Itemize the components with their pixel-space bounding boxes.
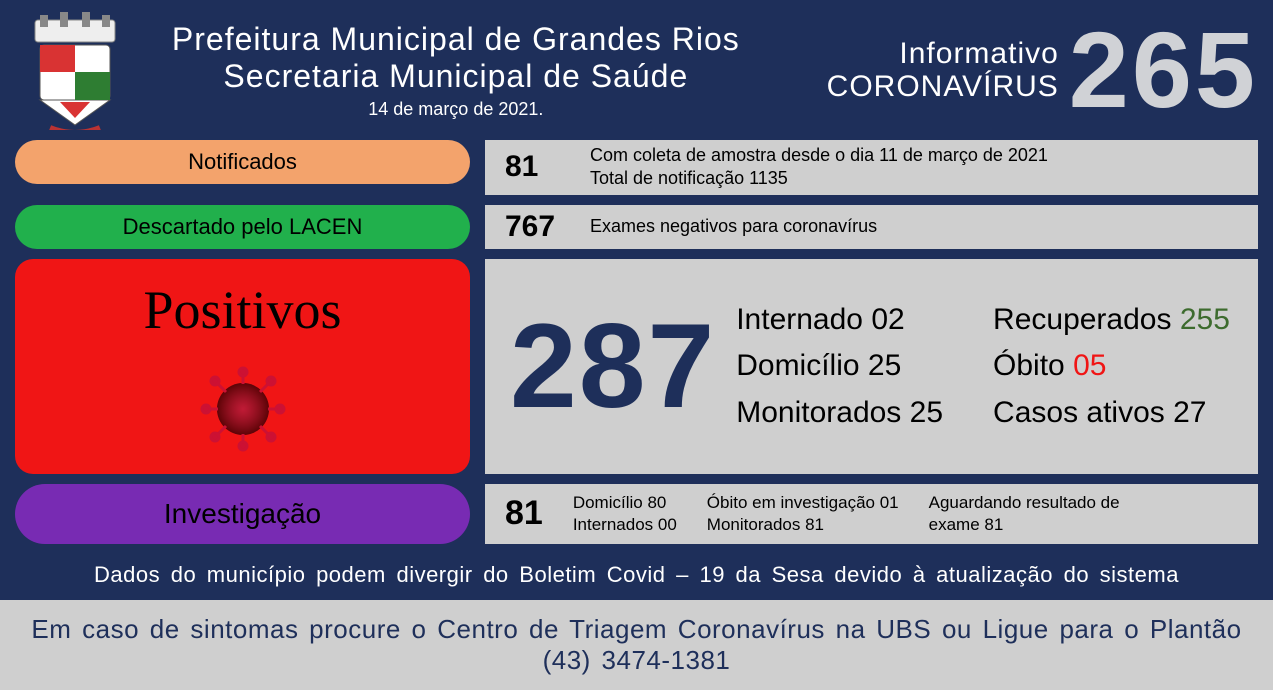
domicilio-line: Domicílio 25 — [736, 343, 943, 390]
positivos-col1: Internado 02 Domicílio 25 Monitorados 25 — [736, 297, 943, 437]
inv-domicilio: Domicílio 80 — [573, 492, 677, 514]
info-line2: CORONAVÍRUS — [827, 70, 1059, 103]
inv-internados: Internados 00 — [573, 514, 677, 536]
row-positivos: Positivos — [15, 259, 1258, 474]
investigacao-count: 81 — [505, 494, 543, 533]
notificados-count: 81 — [505, 150, 565, 184]
descartado-count: 767 — [505, 210, 565, 244]
positivos-block: Positivos — [15, 259, 470, 474]
inv-monitorados: Monitorados 81 — [707, 514, 899, 536]
inv-aguardando2: exame 81 — [929, 514, 1120, 536]
inv-col3: Aguardando resultado de exame 81 — [929, 492, 1120, 536]
notificados-desc: Com coleta de amostra desde o dia 11 de … — [590, 144, 1048, 191]
positivos-details: 287 Internado 02 Domicílio 25 Monitorado… — [485, 259, 1258, 474]
internado-line: Internado 02 — [736, 297, 943, 344]
disclaimer-text: Dados do município podem divergir do Bol… — [15, 562, 1258, 588]
header-date: 14 de março de 2021. — [85, 99, 827, 120]
positivos-col2: Recuperados 255 Óbito 05 Casos ativos 27 — [993, 297, 1230, 437]
inv-obito: Óbito em investigação 01 — [707, 492, 899, 514]
row-descartado: Descartado pelo LACEN 767 Exames negativ… — [15, 205, 1258, 249]
descartado-pill: Descartado pelo LACEN — [15, 205, 470, 249]
investigacao-details: 81 Domicílio 80 Internados 00 Óbito em i… — [485, 484, 1258, 544]
header-right-block: Informativo CORONAVÍRUS 265 — [827, 21, 1258, 118]
descartado-desc: Exames negativos para coronavírus — [590, 215, 877, 238]
row-notificados: Notificados 81 Com coleta de amostra des… — [15, 140, 1258, 195]
header-line1: Prefeitura Municipal de Grandes Rios — [85, 21, 827, 58]
header: Prefeitura Municipal de Grandes Rios Sec… — [0, 0, 1273, 140]
notificados-desc1: Com coleta de amostra desde o dia 11 de … — [590, 144, 1048, 167]
recuperados-line: Recuperados 255 — [993, 297, 1230, 344]
content-area: Notificados 81 Com coleta de amostra des… — [0, 140, 1273, 588]
descartado-info: 767 Exames negativos para coronavírus — [485, 205, 1258, 249]
inv-aguardando1: Aguardando resultado de — [929, 492, 1120, 514]
ativos-line: Casos ativos 27 — [993, 390, 1230, 437]
header-title-block: Prefeitura Municipal de Grandes Rios Sec… — [85, 21, 827, 120]
notificados-pill: Notificados — [15, 140, 470, 184]
info-line1: Informativo — [827, 37, 1059, 70]
inv-col1: Domicílio 80 Internados 00 — [573, 492, 677, 536]
investigacao-pill: Investigação — [15, 484, 470, 544]
inv-col2: Óbito em investigação 01 Monitorados 81 — [707, 492, 899, 536]
notificados-info: 81 Com coleta de amostra desde o dia 11 … — [485, 140, 1258, 195]
bulletin-number: 265 — [1069, 21, 1258, 118]
row-investigacao: Investigação 81 Domicílio 80 Internados … — [15, 484, 1258, 544]
monitorados-line: Monitorados 25 — [736, 390, 943, 437]
positivos-title: Positivos — [15, 279, 470, 341]
obito-line: Óbito 05 — [993, 343, 1230, 390]
notificados-desc2: Total de notificação 1135 — [590, 167, 1048, 190]
positivos-total: 287 — [510, 297, 716, 435]
footer-text: Em caso de sintomas procure o Centro de … — [0, 600, 1273, 690]
header-line2: Secretaria Municipal de Saúde — [85, 58, 827, 95]
virus-icon — [198, 364, 288, 459]
informativo-label: Informativo CORONAVÍRUS — [827, 37, 1059, 103]
